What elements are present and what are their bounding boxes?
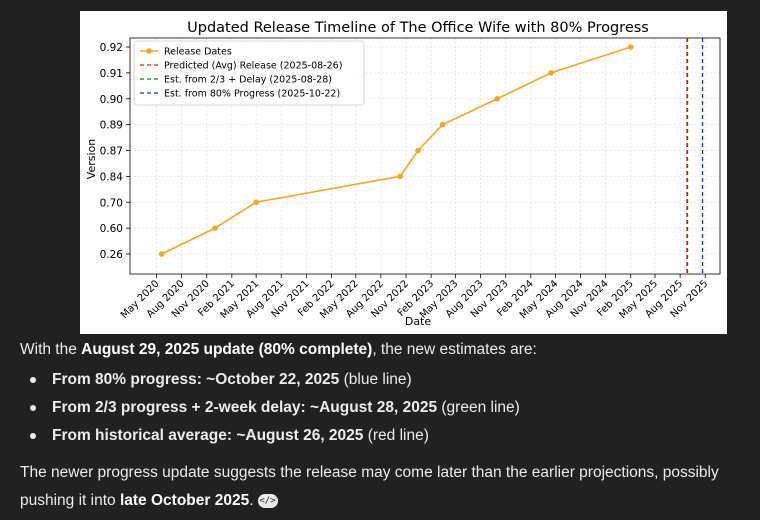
bullet-icon <box>30 433 36 439</box>
intro-suffix: , the new estimates are: <box>372 341 537 358</box>
plot-frame <box>129 37 721 275</box>
y-tick-label: 0.89 <box>100 120 123 132</box>
estimate-item-red: From historical average: ~August 26, 202… <box>20 424 520 452</box>
chart-panel: Updated Release Timeline of The Office W… <box>80 11 727 334</box>
release-point <box>253 199 259 206</box>
y-tick-label: 0.92 <box>100 42 123 54</box>
release-point <box>212 225 218 231</box>
y-tick-label: 0.70 <box>100 197 123 209</box>
y-tick-label: 0.91 <box>100 68 123 80</box>
release-point <box>439 121 446 128</box>
conclusion-paragraph: The newer progress update suggests the r… <box>20 459 745 515</box>
estimate-note: (green line) <box>437 399 520 416</box>
intro-paragraph: With the August 29, 2025 update (80% com… <box>20 338 537 362</box>
y-tick-label: 0.26 <box>100 249 124 261</box>
estimate-label: From 80% progress: ~October 22, 2025 <box>52 371 340 388</box>
y-tick-label: 0.87 <box>100 146 123 158</box>
legend-label: Est. from 80% Progress (2025-10-22) <box>164 89 340 100</box>
estimate-note: (red line) <box>363 427 429 444</box>
chart-title: Updated Release Timeline of The Office W… <box>187 20 649 36</box>
intro-prefix: With the <box>20 341 82 358</box>
legend-marker <box>146 48 152 54</box>
release-point <box>548 70 554 76</box>
y-axis-label: Version <box>85 139 98 179</box>
release-point <box>415 147 421 154</box>
legend-label: Est. from 2/3 + Delay (2025-08-28) <box>164 75 332 86</box>
estimate-item-blue: From 80% progress: ~October 22, 2025 (bl… <box>20 368 520 396</box>
estimate-label: From historical average: ~August 26, 202… <box>52 427 364 444</box>
release-point <box>627 44 634 50</box>
release-timeline-chart: Updated Release Timeline of The Office W… <box>85 20 721 328</box>
estimate-note: (blue line) <box>339 371 412 388</box>
conclusion-prefix: The newer progress update suggests the r… <box>20 464 719 509</box>
y-tick-label: 0.60 <box>100 223 123 235</box>
conclusion-bold: late October 2025 <box>119 492 250 509</box>
legend-label: Release Dates <box>164 47 232 58</box>
estimate-label: From 2/3 progress + 2-week delay: ~Augus… <box>52 399 438 416</box>
bullet-icon <box>30 405 36 411</box>
intro-bold: August 29, 2025 update (80% complete) <box>81 341 373 358</box>
legend-box <box>133 40 365 106</box>
code-icon[interactable]: </> <box>257 493 278 508</box>
y-tick-label: 0.90 <box>100 94 123 106</box>
release-point <box>397 173 403 180</box>
bullet-icon <box>30 377 36 383</box>
y-tick-label: 0.84 <box>100 171 124 183</box>
estimate-list: From 80% progress: ~October 22, 2025 (bl… <box>20 368 520 452</box>
release-point <box>494 95 501 102</box>
x-axis-label: Date <box>405 315 432 328</box>
legend-label: Predicted (Avg) Release (2025-08-26) <box>164 61 342 72</box>
release-point <box>158 251 165 257</box>
estimate-item-green: From 2/3 progress + 2-week delay: ~Augus… <box>20 396 520 424</box>
conclusion-suffix: . <box>249 492 254 509</box>
